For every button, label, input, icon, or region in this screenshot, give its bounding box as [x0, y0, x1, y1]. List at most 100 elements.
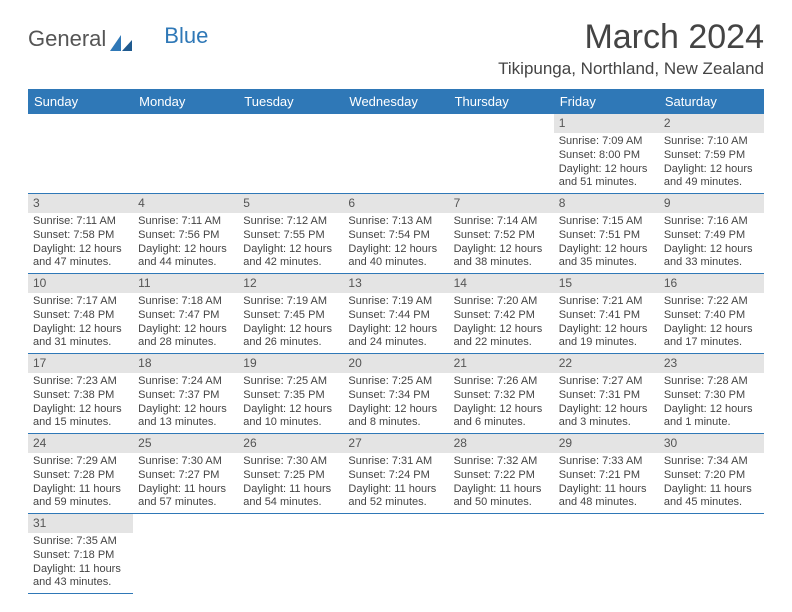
- daylight-line: Daylight: 12 hours and 26 minutes.: [243, 323, 338, 351]
- weekday-header: Saturday: [659, 89, 764, 114]
- sunrise-line: Sunrise: 7:18 AM: [138, 295, 233, 309]
- day-details: Sunrise: 7:19 AMSunset: 7:44 PMDaylight:…: [343, 293, 448, 353]
- sail-icon: [110, 31, 132, 47]
- day-details: Sunrise: 7:10 AMSunset: 7:59 PMDaylight:…: [659, 133, 764, 193]
- daylight-line: Daylight: 12 hours and 47 minutes.: [33, 243, 128, 271]
- daylight-line: Daylight: 12 hours and 42 minutes.: [243, 243, 338, 271]
- sunrise-line: Sunrise: 7:30 AM: [243, 455, 338, 469]
- day-number: 26: [238, 434, 343, 453]
- sunrise-line: Sunrise: 7:23 AM: [33, 375, 128, 389]
- sunrise-line: Sunrise: 7:14 AM: [454, 215, 549, 229]
- daylight-line: Daylight: 12 hours and 31 minutes.: [33, 323, 128, 351]
- sunrise-line: Sunrise: 7:19 AM: [243, 295, 338, 309]
- calendar-empty: [449, 114, 554, 194]
- day-details: Sunrise: 7:30 AMSunset: 7:25 PMDaylight:…: [238, 453, 343, 513]
- sunset-line: Sunset: 7:41 PM: [559, 309, 654, 323]
- day-number: 3: [28, 194, 133, 213]
- day-number: 23: [659, 354, 764, 373]
- sunrise-line: Sunrise: 7:29 AM: [33, 455, 128, 469]
- day-details: Sunrise: 7:11 AMSunset: 7:58 PMDaylight:…: [28, 213, 133, 273]
- weekday-header: Sunday: [28, 89, 133, 114]
- weekday-row: SundayMondayTuesdayWednesdayThursdayFrid…: [28, 89, 764, 114]
- calendar-empty: [659, 514, 764, 594]
- calendar-body: 1Sunrise: 7:09 AMSunset: 8:00 PMDaylight…: [28, 114, 764, 594]
- calendar-empty: [238, 514, 343, 594]
- day-number: 4: [133, 194, 238, 213]
- daylight-line: Daylight: 11 hours and 59 minutes.: [33, 483, 128, 511]
- day-details: Sunrise: 7:21 AMSunset: 7:41 PMDaylight:…: [554, 293, 659, 353]
- day-number: 19: [238, 354, 343, 373]
- day-details: Sunrise: 7:20 AMSunset: 7:42 PMDaylight:…: [449, 293, 554, 353]
- day-number: 31: [28, 514, 133, 533]
- sunset-line: Sunset: 7:20 PM: [664, 469, 759, 483]
- weekday-header: Thursday: [449, 89, 554, 114]
- calendar-day: 3Sunrise: 7:11 AMSunset: 7:58 PMDaylight…: [28, 194, 133, 274]
- calendar-day: 14Sunrise: 7:20 AMSunset: 7:42 PMDayligh…: [449, 274, 554, 354]
- calendar-day: 10Sunrise: 7:17 AMSunset: 7:48 PMDayligh…: [28, 274, 133, 354]
- sunset-line: Sunset: 7:52 PM: [454, 229, 549, 243]
- calendar-day: 9Sunrise: 7:16 AMSunset: 7:49 PMDaylight…: [659, 194, 764, 274]
- daylight-line: Daylight: 12 hours and 44 minutes.: [138, 243, 233, 271]
- sunset-line: Sunset: 7:31 PM: [559, 389, 654, 403]
- calendar-day: 17Sunrise: 7:23 AMSunset: 7:38 PMDayligh…: [28, 354, 133, 434]
- day-details: Sunrise: 7:34 AMSunset: 7:20 PMDaylight:…: [659, 453, 764, 513]
- daylight-line: Daylight: 11 hours and 50 minutes.: [454, 483, 549, 511]
- day-details: Sunrise: 7:35 AMSunset: 7:18 PMDaylight:…: [28, 533, 133, 593]
- sunrise-line: Sunrise: 7:22 AM: [664, 295, 759, 309]
- calendar-week: 31Sunrise: 7:35 AMSunset: 7:18 PMDayligh…: [28, 514, 764, 594]
- daylight-line: Daylight: 11 hours and 43 minutes.: [33, 563, 128, 591]
- daylight-line: Daylight: 11 hours and 45 minutes.: [664, 483, 759, 511]
- calendar-table: SundayMondayTuesdayWednesdayThursdayFrid…: [28, 89, 764, 594]
- daylight-line: Daylight: 12 hours and 35 minutes.: [559, 243, 654, 271]
- daylight-line: Daylight: 12 hours and 17 minutes.: [664, 323, 759, 351]
- brand-part2: Blue: [136, 23, 208, 49]
- sunset-line: Sunset: 8:00 PM: [559, 149, 654, 163]
- location-text: Tikipunga, Northland, New Zealand: [498, 59, 764, 79]
- calendar-empty: [28, 114, 133, 194]
- daylight-line: Daylight: 12 hours and 3 minutes.: [559, 403, 654, 431]
- weekday-header: Monday: [133, 89, 238, 114]
- sunset-line: Sunset: 7:37 PM: [138, 389, 233, 403]
- calendar-week: 1Sunrise: 7:09 AMSunset: 8:00 PMDaylight…: [28, 114, 764, 194]
- daylight-line: Daylight: 12 hours and 22 minutes.: [454, 323, 549, 351]
- day-number: 18: [133, 354, 238, 373]
- daylight-line: Daylight: 12 hours and 15 minutes.: [33, 403, 128, 431]
- calendar-day: 6Sunrise: 7:13 AMSunset: 7:54 PMDaylight…: [343, 194, 448, 274]
- daylight-line: Daylight: 12 hours and 19 minutes.: [559, 323, 654, 351]
- day-details: Sunrise: 7:23 AMSunset: 7:38 PMDaylight:…: [28, 373, 133, 433]
- day-number: 17: [28, 354, 133, 373]
- calendar-empty: [449, 514, 554, 594]
- daylight-line: Daylight: 12 hours and 40 minutes.: [348, 243, 443, 271]
- sunrise-line: Sunrise: 7:35 AM: [33, 535, 128, 549]
- sunset-line: Sunset: 7:25 PM: [243, 469, 338, 483]
- day-number: 28: [449, 434, 554, 453]
- sunrise-line: Sunrise: 7:31 AM: [348, 455, 443, 469]
- sunset-line: Sunset: 7:40 PM: [664, 309, 759, 323]
- sunset-line: Sunset: 7:49 PM: [664, 229, 759, 243]
- day-number: 2: [659, 114, 764, 133]
- sunrise-line: Sunrise: 7:24 AM: [138, 375, 233, 389]
- day-number: 10: [28, 274, 133, 293]
- calendar-day: 8Sunrise: 7:15 AMSunset: 7:51 PMDaylight…: [554, 194, 659, 274]
- calendar-day: 24Sunrise: 7:29 AMSunset: 7:28 PMDayligh…: [28, 434, 133, 514]
- day-details: Sunrise: 7:30 AMSunset: 7:27 PMDaylight:…: [133, 453, 238, 513]
- day-number: 7: [449, 194, 554, 213]
- day-number: 12: [238, 274, 343, 293]
- day-details: Sunrise: 7:32 AMSunset: 7:22 PMDaylight:…: [449, 453, 554, 513]
- sunrise-line: Sunrise: 7:11 AM: [138, 215, 233, 229]
- day-number: 9: [659, 194, 764, 213]
- day-number: 22: [554, 354, 659, 373]
- sunset-line: Sunset: 7:59 PM: [664, 149, 759, 163]
- calendar-day: 26Sunrise: 7:30 AMSunset: 7:25 PMDayligh…: [238, 434, 343, 514]
- calendar-empty: [133, 514, 238, 594]
- weekday-header: Tuesday: [238, 89, 343, 114]
- calendar-day: 12Sunrise: 7:19 AMSunset: 7:45 PMDayligh…: [238, 274, 343, 354]
- sunrise-line: Sunrise: 7:25 AM: [348, 375, 443, 389]
- calendar-empty: [554, 514, 659, 594]
- sunset-line: Sunset: 7:58 PM: [33, 229, 128, 243]
- calendar-day: 4Sunrise: 7:11 AMSunset: 7:56 PMDaylight…: [133, 194, 238, 274]
- calendar-empty: [133, 114, 238, 194]
- day-details: Sunrise: 7:17 AMSunset: 7:48 PMDaylight:…: [28, 293, 133, 353]
- sunset-line: Sunset: 7:28 PM: [33, 469, 128, 483]
- day-details: Sunrise: 7:16 AMSunset: 7:49 PMDaylight:…: [659, 213, 764, 273]
